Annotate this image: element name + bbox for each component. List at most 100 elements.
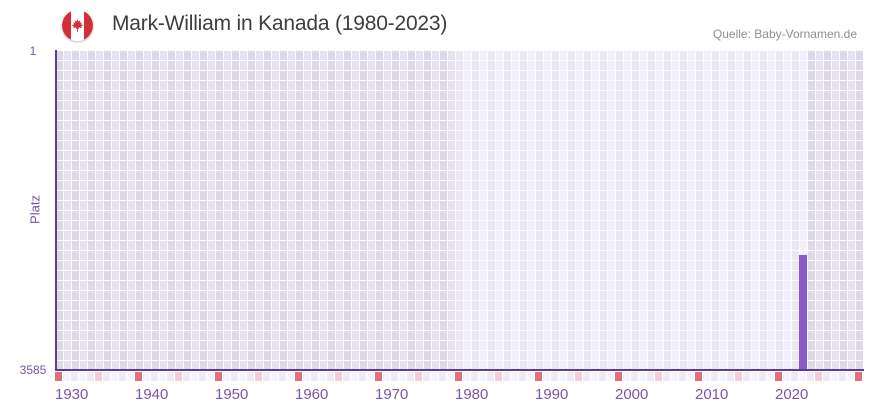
decade-tick — [775, 372, 782, 381]
year-tick — [783, 372, 790, 381]
year-tick — [551, 372, 558, 381]
plot-area — [55, 50, 864, 371]
year-tick — [751, 372, 758, 381]
year-tick — [711, 372, 718, 381]
decade-tick — [455, 372, 462, 381]
x-axis-label: 1950 — [215, 386, 249, 403]
year-tick — [759, 372, 766, 381]
year-tick — [623, 372, 630, 381]
year-tick — [567, 372, 574, 381]
year-tick — [79, 372, 86, 381]
half-decade-tick — [175, 372, 182, 381]
year-tick — [351, 372, 358, 381]
year-tick — [591, 372, 598, 381]
year-tick — [767, 372, 774, 381]
maple-leaf-icon — [71, 19, 84, 32]
year-tick — [471, 372, 478, 381]
year-tick — [607, 372, 614, 381]
year-tick — [247, 372, 254, 381]
outside-period-band — [55, 50, 455, 369]
year-tick — [407, 372, 414, 381]
year-tick — [399, 372, 406, 381]
year-tick — [831, 372, 838, 381]
outside-period-band — [807, 50, 863, 369]
x-axis-tick-row — [55, 372, 864, 381]
half-decade-tick — [95, 372, 102, 381]
year-tick — [71, 372, 78, 381]
y-axis-line — [55, 50, 57, 371]
year-tick — [727, 372, 734, 381]
half-decade-tick — [575, 372, 582, 381]
year-tick — [479, 372, 486, 381]
source-attribution: Quelle: Baby-Vornamen.de — [712, 27, 857, 41]
decade-tick — [55, 372, 62, 381]
half-decade-tick — [495, 372, 502, 381]
year-tick — [223, 372, 230, 381]
year-tick — [343, 372, 350, 381]
decade-tick — [295, 372, 302, 381]
data-period-band — [455, 50, 807, 369]
year-tick — [631, 372, 638, 381]
half-decade-tick — [255, 372, 262, 381]
x-axis-line — [55, 369, 864, 371]
x-axis-label: 1990 — [535, 386, 569, 403]
decade-tick — [215, 372, 222, 381]
x-axis-label: 2020 — [775, 386, 809, 403]
year-tick — [799, 372, 806, 381]
x-axis-label: 1940 — [135, 386, 169, 403]
half-decade-tick — [735, 372, 742, 381]
year-tick — [847, 372, 854, 381]
year-tick — [671, 372, 678, 381]
year-tick — [663, 372, 670, 381]
x-axis-label: 1960 — [295, 386, 329, 403]
year-tick — [239, 372, 246, 381]
year-tick — [823, 372, 830, 381]
year-tick — [719, 372, 726, 381]
half-decade-tick — [335, 372, 342, 381]
year-tick — [383, 372, 390, 381]
decade-tick — [855, 372, 862, 381]
year-tick — [127, 372, 134, 381]
canada-flag-icon — [62, 10, 93, 41]
year-tick — [431, 372, 438, 381]
year-tick — [103, 372, 110, 381]
rank-bar-2023[interactable] — [799, 255, 807, 369]
year-tick — [583, 372, 590, 381]
year-tick — [447, 372, 454, 381]
year-tick — [263, 372, 270, 381]
year-tick — [311, 372, 318, 381]
x-axis-label: 1930 — [55, 386, 89, 403]
half-decade-tick — [415, 372, 422, 381]
year-tick — [207, 372, 214, 381]
year-tick — [519, 372, 526, 381]
year-tick — [191, 372, 198, 381]
x-axis-label: 1970 — [375, 386, 409, 403]
decade-tick — [535, 372, 542, 381]
page-title: Mark-William in Kanada (1980-2023) — [112, 12, 448, 35]
year-tick — [791, 372, 798, 381]
year-tick — [279, 372, 286, 381]
year-tick — [559, 372, 566, 381]
year-tick — [703, 372, 710, 381]
year-tick — [231, 372, 238, 381]
y-axis-tick-bottom: 3585 — [19, 363, 47, 377]
year-tick — [87, 372, 94, 381]
year-tick — [287, 372, 294, 381]
year-tick — [151, 372, 158, 381]
year-tick — [423, 372, 430, 381]
year-tick — [143, 372, 150, 381]
year-tick — [511, 372, 518, 381]
year-tick — [167, 372, 174, 381]
year-tick — [63, 372, 70, 381]
x-axis-label: 2000 — [615, 386, 649, 403]
year-tick — [119, 372, 126, 381]
year-tick — [183, 372, 190, 381]
year-tick — [463, 372, 470, 381]
x-axis-label: 2010 — [695, 386, 729, 403]
year-tick — [271, 372, 278, 381]
year-tick — [743, 372, 750, 381]
year-tick — [159, 372, 166, 381]
year-tick — [543, 372, 550, 381]
y-axis-tick-top: 1 — [29, 44, 37, 58]
